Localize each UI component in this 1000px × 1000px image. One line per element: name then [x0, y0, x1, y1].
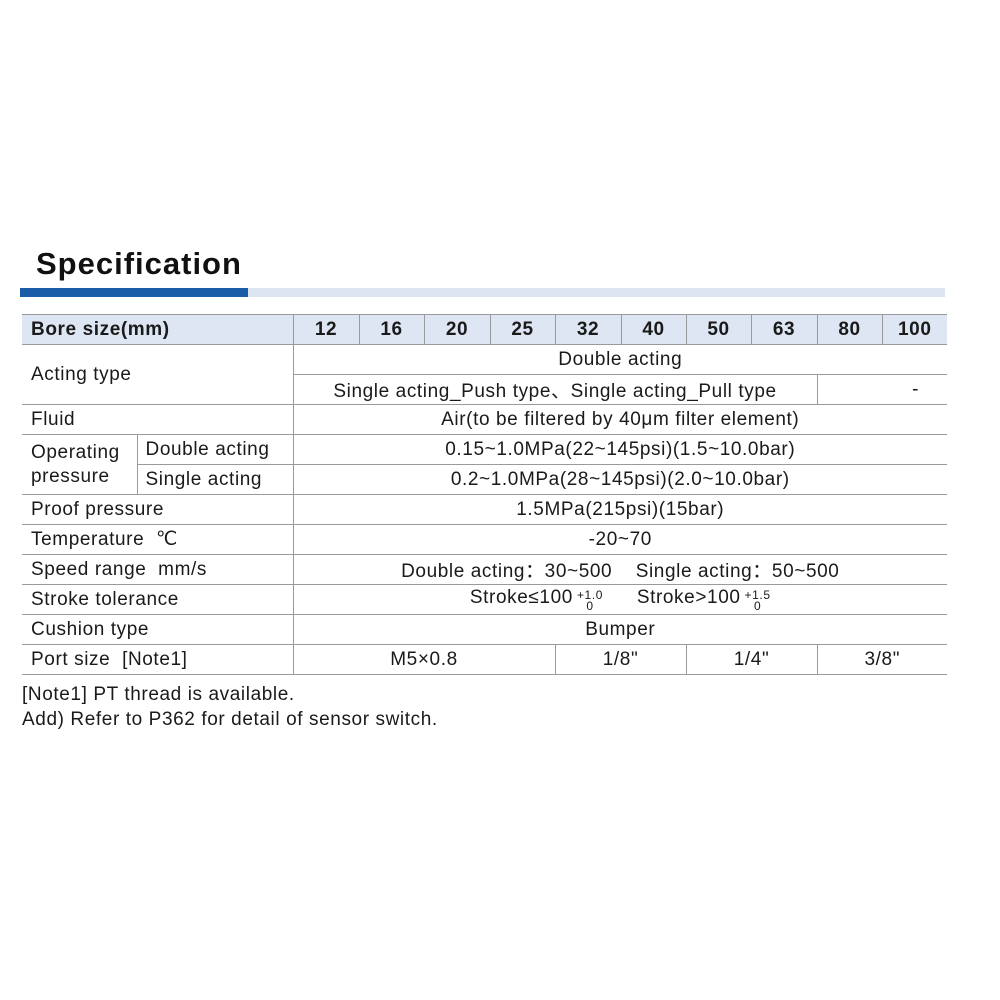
tolerance-b: +1.5 0	[744, 588, 771, 613]
bore-40: 40	[620, 314, 687, 345]
stroke-tolerance-label: Stroke tolerance	[22, 584, 294, 615]
bore-25: 25	[489, 314, 556, 345]
acting-single-na: -	[816, 374, 948, 405]
table-row: Port size [Note1] M5×0.8 1/8" 1/4" 3/8"	[22, 644, 948, 675]
bore-80: 80	[816, 314, 883, 345]
port-size-1-4: 1/4"	[685, 644, 818, 675]
cushion-type-value: Bumper	[292, 614, 948, 645]
note-add: Add) Refer to P362 for detail of sensor …	[22, 709, 438, 730]
operating-label-line2: pressure	[31, 465, 110, 487]
proof-pressure-label: Proof pressure	[22, 494, 294, 525]
speed-range-value: Double acting：30~500 Single acting：50~50…	[292, 554, 948, 585]
page-title: Specification	[36, 246, 242, 281]
port-size-3-8: 3/8"	[816, 644, 948, 675]
temperature-label: Temperature ℃	[22, 524, 294, 555]
notes: [Note1] PT thread is available. Add) Ref…	[22, 682, 438, 732]
speed-range-label: Speed range mm/s	[22, 554, 294, 585]
acting-type-label: Acting type	[22, 344, 294, 405]
table-row: Acting type Double acting	[22, 344, 948, 405]
table-row: Fluid Air(to be filtered by 40μm filter …	[22, 404, 948, 435]
port-size-1-8: 1/8"	[554, 644, 687, 675]
table-row: Stroke tolerance Stroke≤100 +1.0 0 Stroke>…	[22, 584, 948, 615]
table-row: Proof pressure 1.5MPa(215psi)(15bar)	[22, 494, 948, 525]
table-row: Cushion type Bumper	[22, 614, 948, 645]
table-row: Single acting_Push type、Single acting_Pu…	[22, 374, 948, 405]
tolerance-a-upper: +1.0	[576, 588, 604, 602]
port-size-label: Port size [Note1]	[22, 644, 294, 675]
acting-single-value: Single acting_Push type、Single acting_Pu…	[292, 374, 818, 405]
operating-single-label: Single acting	[136, 464, 294, 495]
cushion-type-label: Cushion type	[22, 614, 294, 645]
table-row: Speed range mm/s Double acting：30~500 Si…	[22, 554, 948, 585]
stroke-b: Stroke>100	[636, 587, 741, 608]
table-row: Temperature ℃ -20~70	[22, 524, 948, 555]
fluid-label: Fluid	[22, 404, 294, 435]
fluid-value: Air(to be filtered by 40μm filter elemen…	[292, 404, 948, 435]
port-size-m5: M5×0.8	[292, 644, 556, 675]
bore-50: 50	[685, 314, 752, 345]
stroke-a: Stroke≤100	[469, 587, 573, 608]
bore-100: 100	[881, 314, 948, 345]
bore-32: 32	[554, 314, 622, 345]
bore-16: 16	[358, 314, 425, 345]
title-accent-bar	[20, 288, 248, 297]
tolerance-b-lower: 0	[753, 599, 762, 613]
operating-single-value: 0.2~1.0MPa(28~145psi)(2.0~10.0bar)	[292, 464, 948, 495]
operating-double-label: Double acting	[136, 434, 294, 465]
header-row: Bore size(mm) 12 16 20 25 32 40 50 63 80…	[22, 314, 948, 345]
tolerance-a: +1.0 0	[576, 588, 604, 613]
bore-12: 12	[292, 314, 360, 345]
table-row: Single acting 0.2~1.0MPa(28~145psi)(2.0~…	[22, 464, 948, 495]
table-row: Operating pressure Double acting 0.15~1.0…	[22, 434, 948, 495]
bore-20: 20	[423, 314, 491, 345]
specification-table: Bore size(mm) 12 16 20 25 32 40 50 63 80…	[22, 314, 948, 675]
temperature-value: -20~70	[292, 524, 948, 555]
stroke-tolerance-value: Stroke≤100 +1.0 0 Stroke>100 +1.5 0	[292, 584, 948, 615]
tolerance-a-lower: 0	[586, 599, 594, 613]
bore-63: 63	[750, 314, 818, 345]
proof-pressure-value: 1.5MPa(215psi)(15bar)	[292, 494, 948, 525]
note-1: [Note1] PT thread is available.	[22, 684, 295, 705]
operating-double-value: 0.15~1.0MPa(22~145psi)(1.5~10.0bar)	[292, 434, 948, 465]
bore-size-label: Bore size(mm)	[22, 314, 294, 345]
title-underline	[20, 288, 945, 297]
operating-label-line1: Operating	[31, 441, 120, 463]
operating-pressure-label: Operating pressure	[22, 434, 137, 495]
acting-double-value: Double acting	[292, 344, 948, 375]
tolerance-b-upper: +1.5	[744, 588, 771, 602]
